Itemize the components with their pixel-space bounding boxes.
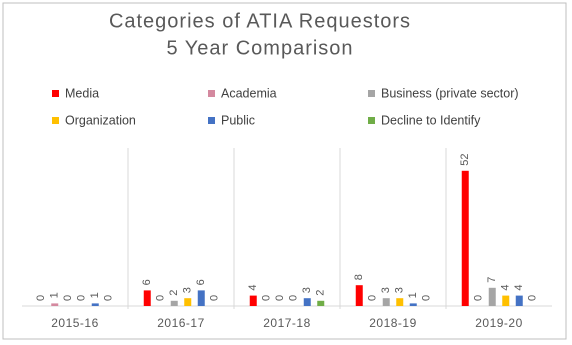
value-label: 0 xyxy=(62,295,74,301)
x-tick-label: 2019-20 xyxy=(475,316,523,330)
bar xyxy=(51,303,59,306)
x-tick-label: 2017-18 xyxy=(263,316,311,330)
value-label: 0 xyxy=(76,295,88,301)
bar xyxy=(382,298,390,306)
value-label: 0 xyxy=(367,295,379,301)
bar xyxy=(488,287,496,306)
bar xyxy=(143,290,151,306)
legend-label: Public xyxy=(221,113,255,127)
legend-swatch xyxy=(368,117,375,124)
legend-label: Decline to Identify xyxy=(381,113,481,127)
value-label: 4 xyxy=(500,284,512,290)
value-label: 3 xyxy=(301,287,313,293)
chart-frame xyxy=(2,2,567,340)
bar xyxy=(515,295,523,306)
value-label: 0 xyxy=(103,295,115,301)
legend-swatch xyxy=(208,90,215,97)
value-label: 52 xyxy=(459,154,471,166)
value-label: 6 xyxy=(195,279,207,285)
bar xyxy=(184,298,192,306)
bar xyxy=(197,290,205,306)
value-label: 3 xyxy=(380,287,392,293)
value-label: 7 xyxy=(486,277,498,283)
bar xyxy=(461,170,469,306)
value-label: 6 xyxy=(141,279,153,285)
value-label: 0 xyxy=(35,295,47,301)
bar xyxy=(303,298,311,306)
x-tick-label: 2016-17 xyxy=(157,316,205,330)
bar xyxy=(317,300,325,306)
value-label: 1 xyxy=(49,292,61,298)
legend-label: Business (private sector) xyxy=(381,86,519,100)
value-label: 8 xyxy=(353,274,365,280)
value-label: 1 xyxy=(407,292,419,298)
bar xyxy=(409,303,417,306)
x-tick-label: 2015-16 xyxy=(51,316,99,330)
value-label: 0 xyxy=(288,295,300,301)
value-label: 2 xyxy=(168,290,180,296)
value-label: 0 xyxy=(261,295,273,301)
bar xyxy=(249,295,257,306)
value-label: 4 xyxy=(247,284,259,290)
value-label: 3 xyxy=(394,287,406,293)
chart-subtitle: 5 Year Comparison xyxy=(166,37,353,59)
legend-swatch xyxy=(208,117,215,124)
bar xyxy=(396,298,404,306)
value-label: 2 xyxy=(315,290,327,296)
legend-swatch xyxy=(368,90,375,97)
value-label: 0 xyxy=(155,295,167,301)
legend-label: Media xyxy=(65,86,99,100)
value-label: 0 xyxy=(421,295,433,301)
value-label: 4 xyxy=(513,284,525,290)
x-tick-label: 2018-19 xyxy=(369,316,417,330)
bar xyxy=(355,285,363,306)
bar xyxy=(170,300,178,306)
legend-swatch xyxy=(52,117,59,124)
legend-label: Organization xyxy=(65,113,136,127)
value-label: 3 xyxy=(182,287,194,293)
value-label: 0 xyxy=(274,295,286,301)
legend-label: Academia xyxy=(221,86,277,100)
value-label: 0 xyxy=(527,295,539,301)
bar xyxy=(91,303,99,306)
chart-title: Categories of ATIA Requestors xyxy=(109,10,411,32)
value-label: 1 xyxy=(89,292,101,298)
bar xyxy=(502,295,510,306)
value-label: 0 xyxy=(473,295,485,301)
value-label: 0 xyxy=(209,295,221,301)
legend-swatch xyxy=(52,90,59,97)
